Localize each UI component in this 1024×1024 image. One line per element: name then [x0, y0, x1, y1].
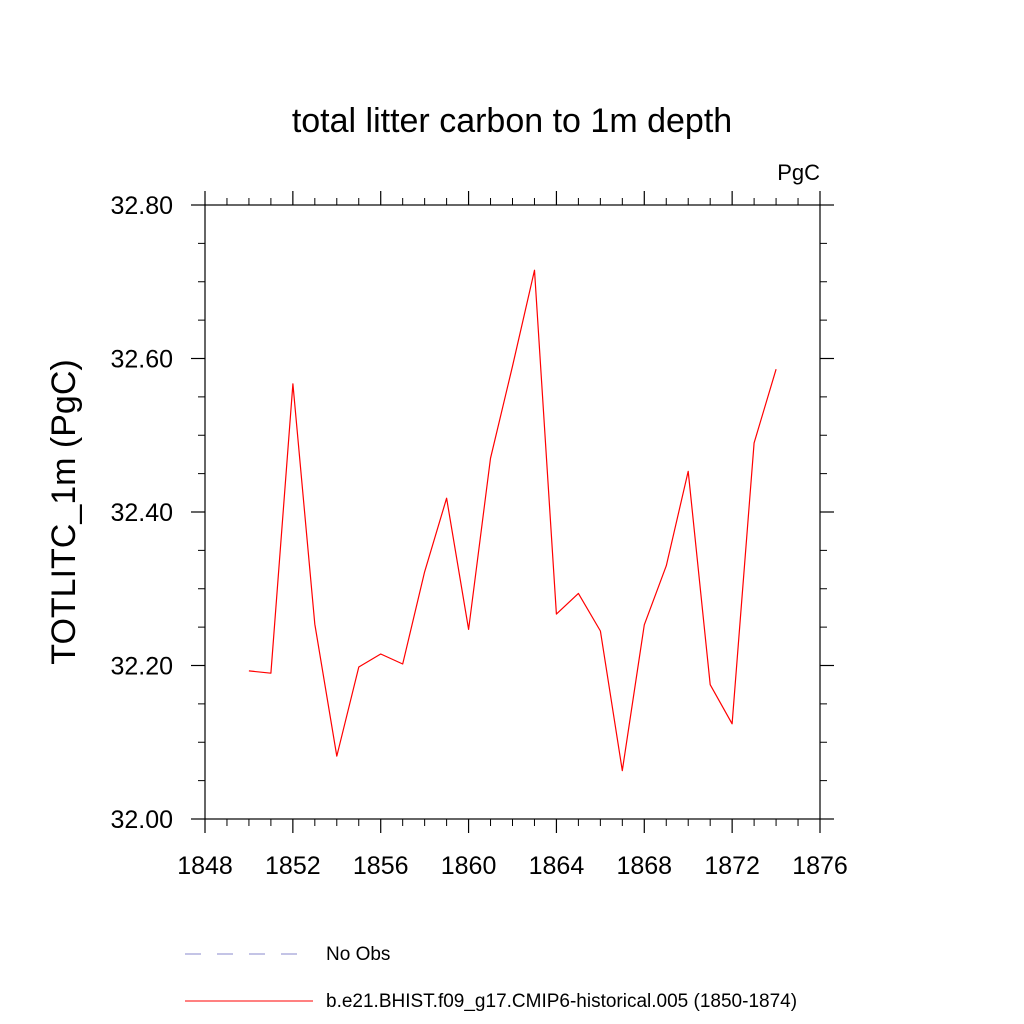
y-tick-label: 32.00	[110, 806, 173, 834]
series-line-0	[248, 269, 777, 772]
units-label: PgC	[777, 160, 820, 185]
x-tick-label: 1856	[353, 852, 409, 880]
chart-title: total litter carbon to 1m depth	[292, 102, 732, 140]
x-tick-label: 1872	[704, 852, 760, 880]
series	[248, 269, 777, 772]
x-tick-label: 1848	[177, 852, 233, 880]
y-tick-label: 32.60	[110, 346, 173, 374]
x-tick-label: 1852	[265, 852, 321, 880]
plot-frame	[204, 204, 821, 820]
x-tick-label: 1868	[616, 852, 672, 880]
legend-label-historical: b.e21.BHIST.f09_g17.CMIP6-historical.005…	[326, 991, 797, 1012]
y-tick-label: 32.80	[110, 192, 173, 220]
axes: 1848 1852 1856 1860 1864 1868 1872 1876 32.00 32.…	[110, 191, 848, 880]
x-tick-label: 1860	[441, 852, 497, 880]
y-tick-label: 32.20	[110, 653, 173, 681]
y-tick-label: 32.40	[110, 499, 173, 527]
x-tick-label: 1876	[792, 852, 848, 880]
legend: No Obs b.e21.BHIST.f09_g17.CMIP6-histori…	[185, 944, 797, 1012]
x-tick-label: 1864	[529, 852, 585, 880]
legend-label-no-obs: No Obs	[326, 944, 390, 965]
y-axis-label: TOTLITC_1m (PgC)	[45, 359, 83, 664]
